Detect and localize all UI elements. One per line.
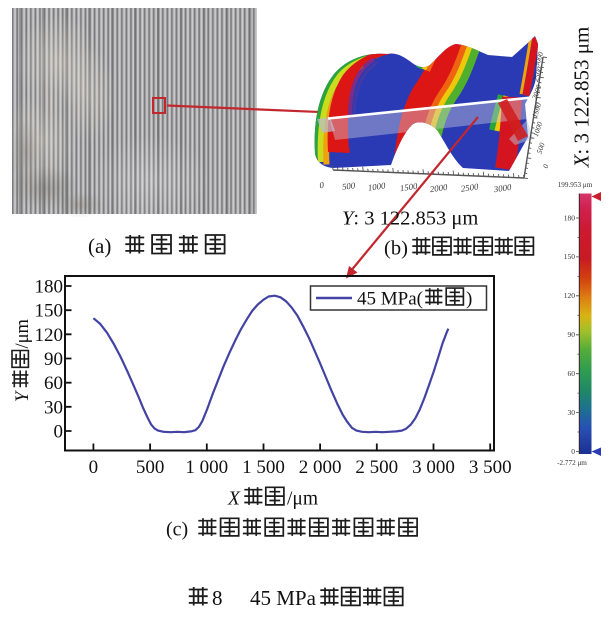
svg-text:1500: 1500 [399,181,418,193]
svg-text:(c): (c) [166,519,188,541]
svg-text:1 000: 1 000 [185,457,228,478]
svg-text:3 000: 3 000 [412,457,455,478]
svg-text:1500: 1500 [530,101,543,118]
svg-text:X: X [227,489,241,510]
svg-text:180: 180 [35,277,64,298]
svg-text:0: 0 [54,422,64,443]
svg-text:1 500: 1 500 [242,457,285,478]
svg-text:120: 120 [35,325,64,346]
svg-text:500: 500 [535,141,547,155]
svg-text:90: 90 [568,330,576,339]
svg-text:/μm: /μm [13,318,33,348]
svg-text:500: 500 [341,180,356,192]
svg-text:0: 0 [89,457,99,478]
svg-text:120: 120 [564,291,576,300]
svg-text:45 MPa(: 45 MPa( [357,289,423,310]
svg-text:1000: 1000 [367,180,386,192]
svg-text:2500: 2500 [460,181,479,193]
svg-text:1000: 1000 [531,120,544,137]
svg-text:2000: 2000 [530,83,543,100]
svg-text:2500: 2500 [531,65,544,82]
svg-text:Y: 3 122.853 μm: Y: 3 122.853 μm [342,208,478,230]
svg-text:500: 500 [136,457,165,478]
svg-text:0: 0 [541,163,551,170]
svg-text:90: 90 [44,349,63,370]
svg-text:Y: Y [13,390,33,402]
svg-text:60: 60 [44,373,63,394]
svg-text:/μm: /μm [287,489,318,510]
svg-text:30: 30 [568,408,576,417]
svg-text:3000: 3000 [492,182,512,195]
svg-text:3 500: 3 500 [469,457,512,478]
svg-text:0: 0 [319,180,325,191]
svg-text:2 000: 2 000 [299,457,342,478]
svg-text:2000: 2000 [429,182,448,194]
svg-text:-2.772 μm: -2.772 μm [557,459,587,467]
svg-text:0: 0 [571,447,575,456]
svg-text:30: 30 [44,397,63,418]
svg-text:150: 150 [35,301,64,322]
svg-text:2 500: 2 500 [355,457,398,478]
svg-text:180: 180 [564,213,576,222]
svg-text:8: 8 [212,586,223,610]
svg-text:150: 150 [564,252,576,261]
svg-text:(b): (b) [384,238,408,260]
svg-text:45 MPa: 45 MPa [250,586,317,610]
svg-text:): ) [466,289,472,310]
svg-text:199.953 μm: 199.953 μm [558,181,593,189]
svg-text:X: 3 122.853 μm: X: 3 122.853 μm [570,27,594,169]
svg-text:60: 60 [568,369,576,378]
svg-text:(a): (a) [88,234,111,258]
